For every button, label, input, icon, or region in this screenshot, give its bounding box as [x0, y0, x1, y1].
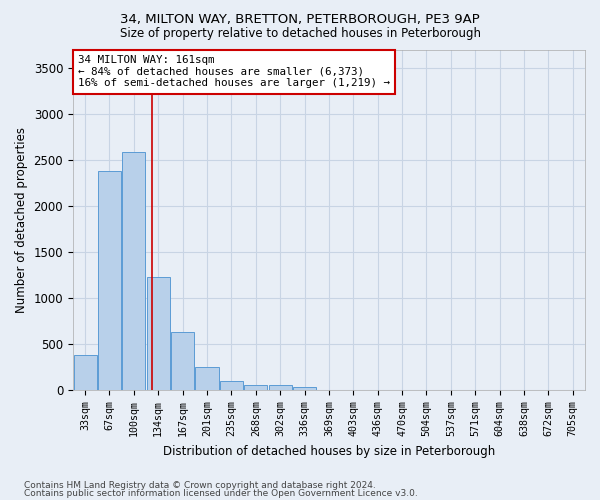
Bar — [98, 170, 121, 390]
Bar — [122, 152, 145, 390]
Bar — [293, 387, 316, 390]
Bar — [171, 332, 194, 390]
Bar — [74, 354, 97, 390]
Y-axis label: Number of detached properties: Number of detached properties — [15, 127, 28, 313]
Text: Contains public sector information licensed under the Open Government Licence v3: Contains public sector information licen… — [24, 489, 418, 498]
Text: Size of property relative to detached houses in Peterborough: Size of property relative to detached ho… — [119, 28, 481, 40]
Bar — [146, 278, 170, 390]
Bar — [269, 386, 292, 390]
Bar — [220, 381, 243, 390]
Bar — [196, 367, 218, 390]
Bar — [244, 385, 268, 390]
Text: 34, MILTON WAY, BRETTON, PETERBOROUGH, PE3 9AP: 34, MILTON WAY, BRETTON, PETERBOROUGH, P… — [120, 12, 480, 26]
X-axis label: Distribution of detached houses by size in Peterborough: Distribution of detached houses by size … — [163, 444, 495, 458]
Text: Contains HM Land Registry data © Crown copyright and database right 2024.: Contains HM Land Registry data © Crown c… — [24, 480, 376, 490]
Text: 34 MILTON WAY: 161sqm
← 84% of detached houses are smaller (6,373)
16% of semi-d: 34 MILTON WAY: 161sqm ← 84% of detached … — [78, 55, 390, 88]
